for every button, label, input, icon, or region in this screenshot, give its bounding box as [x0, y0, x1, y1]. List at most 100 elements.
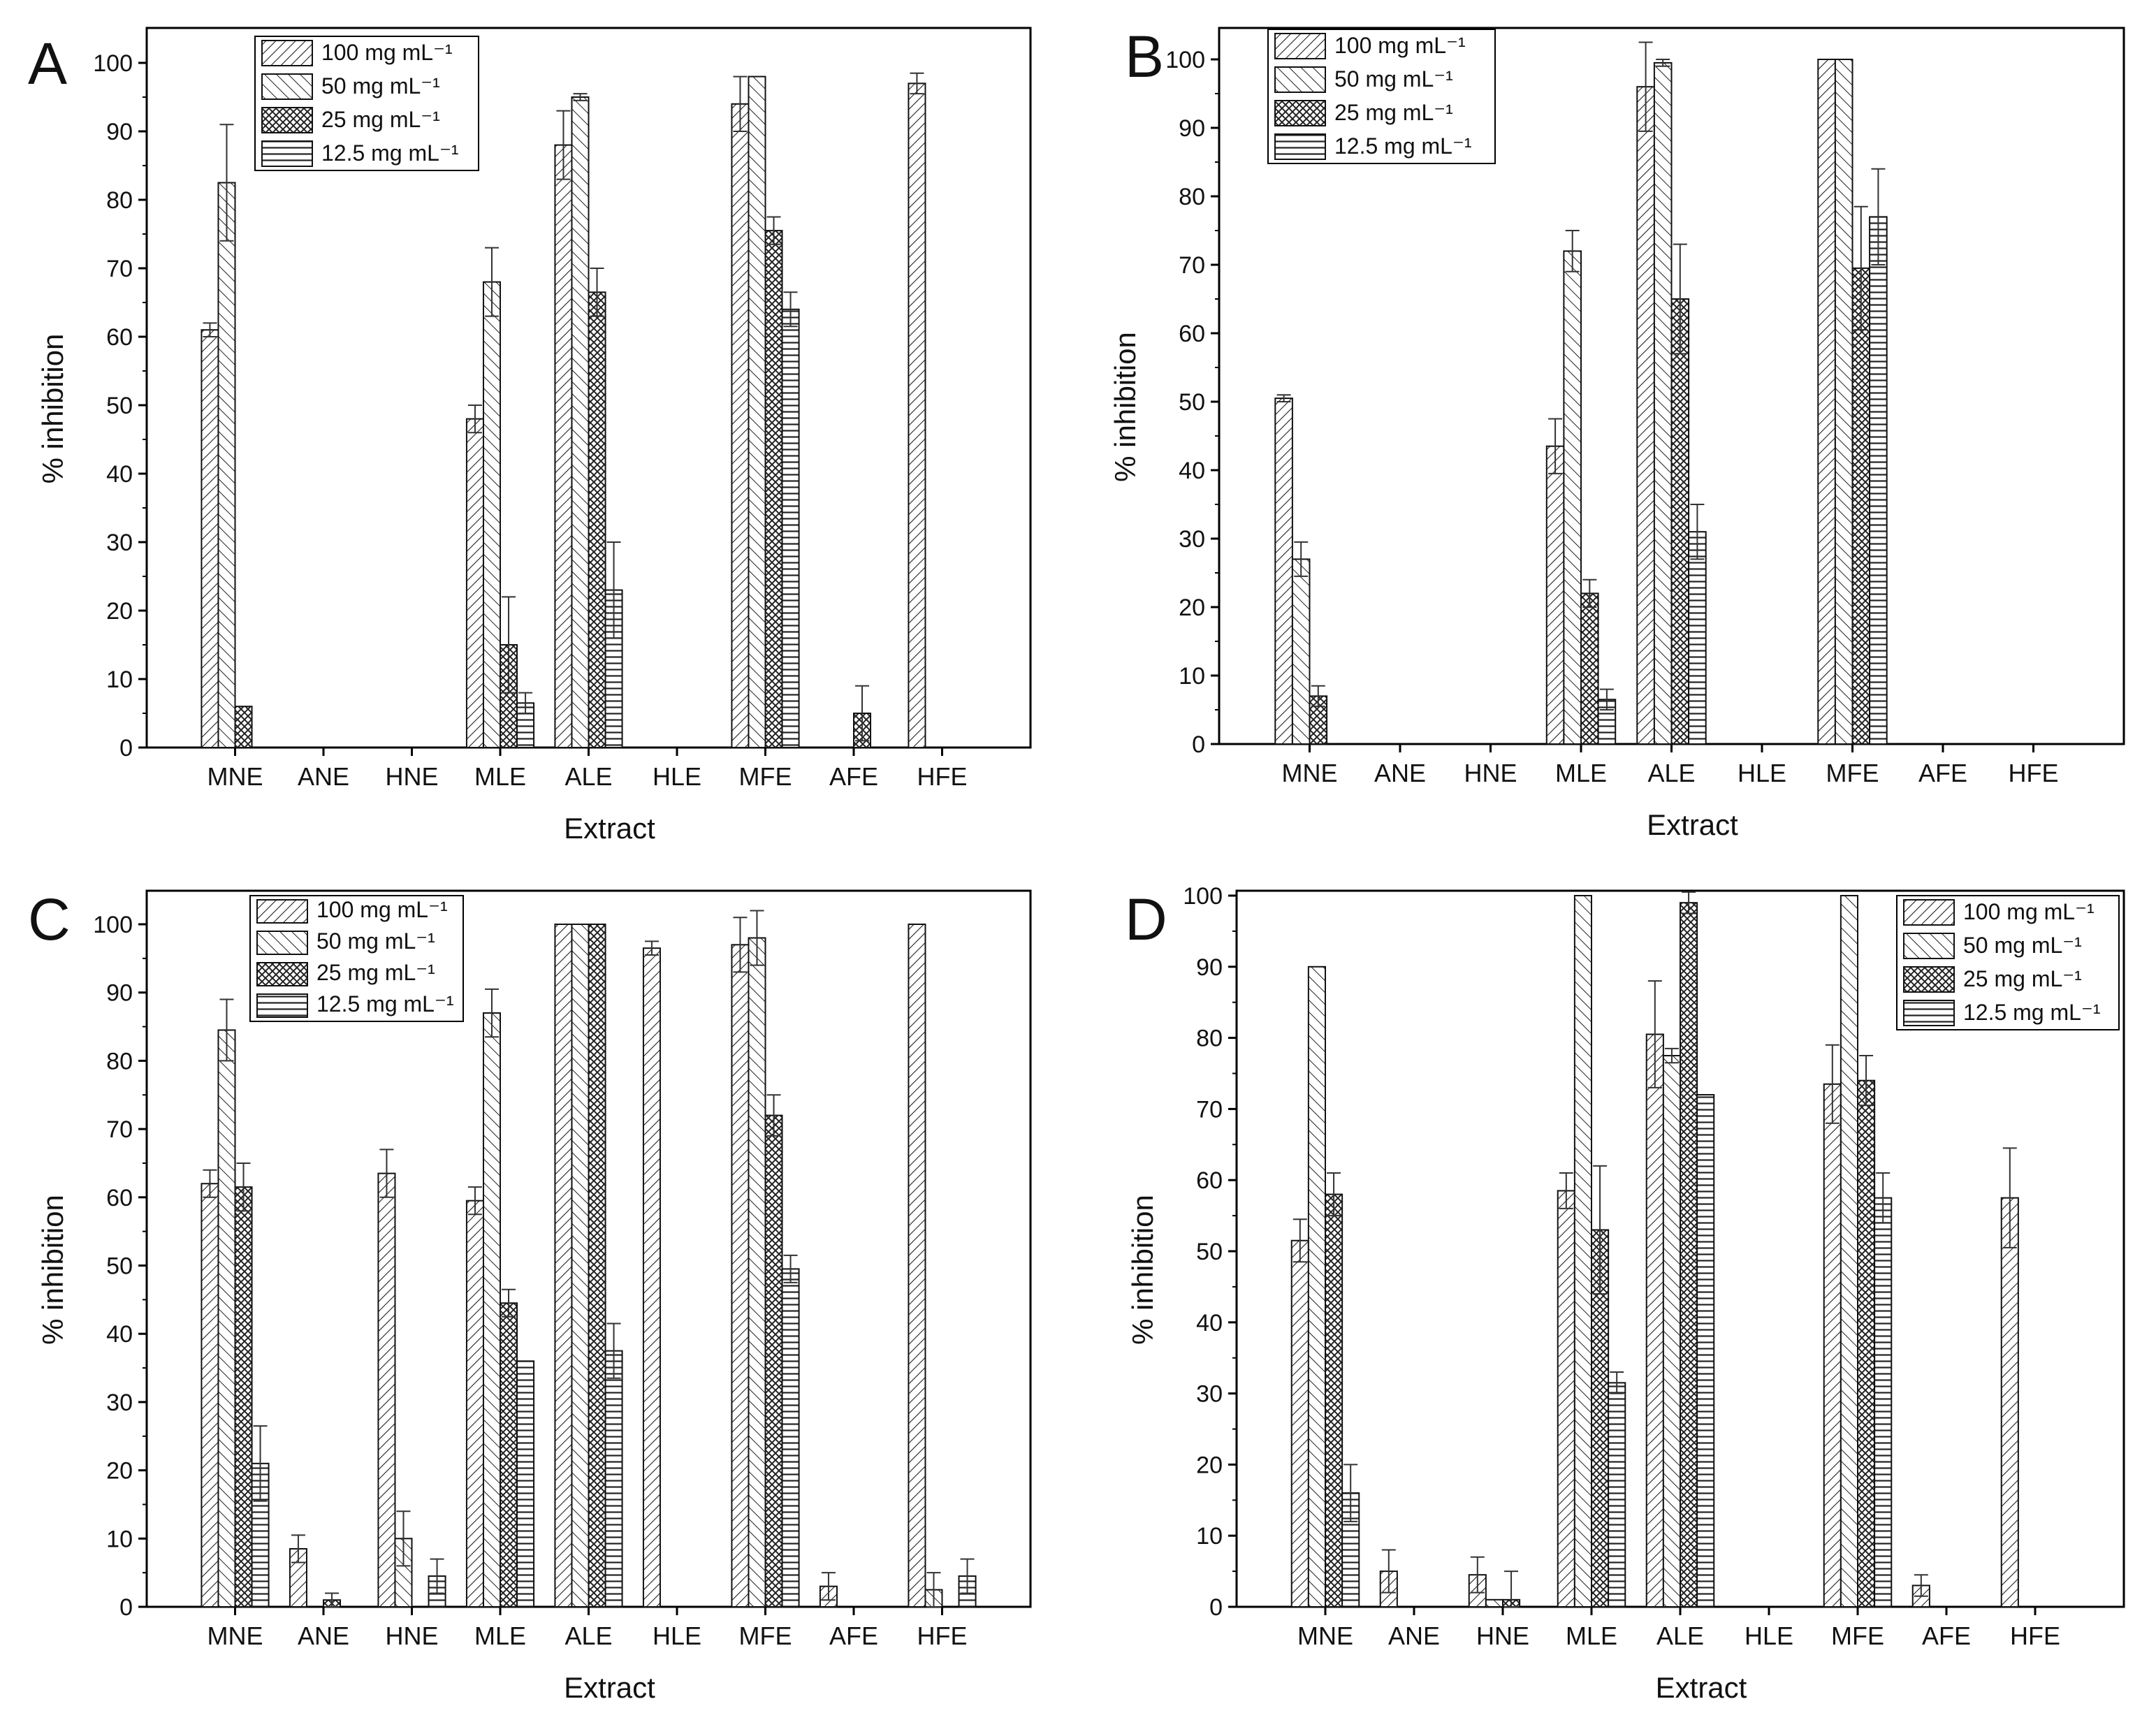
legend-label: 100 mg mL⁻¹: [316, 897, 448, 922]
panel-letter: C: [28, 887, 71, 952]
legend-swatch: [261, 40, 313, 66]
category-label-mle: MLE: [474, 1621, 526, 1650]
legend-swatch: [261, 140, 313, 167]
bar-a-mne-s0: [201, 329, 219, 748]
legend-swatch: [1903, 966, 1955, 993]
legend-label: 25 mg mL⁻¹: [321, 107, 440, 132]
y-tick-label: 90: [1196, 954, 1223, 981]
y-tick-label: 50: [1196, 1239, 1223, 1265]
y-tick-label: 30: [106, 530, 133, 556]
bar-b-mle-s1: [1563, 250, 1582, 745]
panel-letter: D: [1125, 887, 1167, 952]
bar-b-mle-s2: [1580, 592, 1599, 745]
y-tick-label: 60: [1196, 1167, 1223, 1194]
category-label-afe: AFE: [1922, 1621, 1971, 1650]
bar-c-mne-s2: [234, 1186, 253, 1608]
category-label-ale: ALE: [565, 1621, 612, 1650]
category-label-mle: MLE: [474, 762, 526, 791]
legend-label: 12.5 mg mL⁻¹: [316, 991, 454, 1016]
bar-c-mfe-s2: [764, 1114, 783, 1608]
bar-a-mne-s1: [217, 182, 236, 748]
y-tick-label: 10: [1196, 1523, 1223, 1550]
y-axis-title: % inhibition: [1109, 332, 1142, 482]
y-tick-label: 90: [106, 980, 133, 1007]
bar-a-mfe-s3: [781, 308, 800, 748]
bar-c-mle-s0: [465, 1200, 484, 1608]
bar-d-mle-s1: [1573, 895, 1593, 1608]
bar-d-hne-s1: [1485, 1598, 1504, 1608]
panel-b: 0 10 20 30 40 50 60 70 80 90 100 MNE ANE HNE MLE ALE HLE…: [1109, 24, 2125, 841]
y-tick-label: 70: [106, 1116, 133, 1143]
legend-label: 12.5 mg mL⁻¹: [1334, 133, 1472, 159]
category-label-mne: MNE: [1297, 1621, 1353, 1650]
legend-swatch: [256, 931, 308, 955]
y-tick-label: 20: [1179, 595, 1205, 621]
legend-swatch: [261, 107, 313, 133]
category-label-mne: MNE: [1282, 759, 1338, 787]
category-label-hle: HLE: [653, 762, 701, 791]
legend-swatch: [1274, 33, 1326, 59]
category-label-mne: MNE: [207, 762, 263, 791]
y-tick-label: 40: [1179, 458, 1205, 484]
category-label-mle: MLE: [1555, 759, 1607, 787]
bar-d-mfe-s2: [1857, 1079, 1876, 1608]
bar-d-ale-s0: [1645, 1033, 1664, 1608]
y-tick-label: 90: [1179, 115, 1205, 142]
y-tick-label: 50: [106, 393, 133, 419]
category-label-ane: ANE: [298, 762, 349, 791]
legend-swatch: [1903, 899, 1955, 926]
bar-a-mle-s1: [482, 281, 502, 749]
bar-c-mne-s1: [217, 1029, 236, 1608]
bar-c-ale-s0: [554, 924, 573, 1608]
y-tick-label: 60: [106, 324, 133, 351]
bar-c-mfe-s1: [748, 937, 766, 1608]
legend-label: 100 mg mL⁻¹: [1963, 899, 2095, 924]
bar-d-ale-s1: [1662, 1055, 1682, 1608]
legend-swatch: [261, 73, 313, 100]
bar-c-mle-s3: [516, 1360, 535, 1608]
y-tick-label: 70: [106, 256, 133, 282]
legend-label: 12.5 mg mL⁻¹: [321, 140, 459, 166]
x-axis-title: Extract: [564, 1671, 655, 1704]
bar-d-mne-s0: [1290, 1239, 1309, 1608]
legend-swatch: [1903, 933, 1955, 959]
bar-c-mne-s0: [201, 1183, 219, 1608]
bar-d-mne-s2: [1325, 1193, 1343, 1608]
panel-letter: B: [1125, 24, 1164, 89]
category-label-ane: ANE: [1374, 759, 1426, 787]
legend-label: 50 mg mL⁻¹: [321, 73, 440, 99]
category-label-ale: ALE: [565, 762, 612, 791]
bar-a-mle-s0: [465, 418, 484, 748]
bar-a-ale-s1: [571, 96, 590, 748]
y-tick-label: 80: [1196, 1026, 1223, 1052]
bar-d-mle-s0: [1557, 1190, 1575, 1608]
bar-b-mle-s0: [1545, 445, 1565, 745]
y-tick-label: 100: [1183, 883, 1223, 910]
bar-a-ale-s2: [588, 291, 606, 748]
y-tick-label: 100: [93, 50, 133, 77]
panel-letter: A: [28, 31, 67, 96]
category-label-hne: HNE: [385, 762, 438, 791]
legend-label: 50 mg mL⁻¹: [1334, 66, 1453, 92]
category-label-afe: AFE: [1918, 759, 1967, 787]
bar-a-mfe-s1: [748, 75, 766, 749]
panel-c: 0 10 20 30 40 50 60 70 80 90 100 MNE ANE HNE MLE ALE HLE…: [28, 887, 1032, 1704]
category-label-mfe: MFE: [739, 762, 792, 791]
category-label-hle: HLE: [1738, 759, 1786, 787]
category-label-hne: HNE: [1464, 759, 1517, 787]
bar-a-mfe-s0: [731, 103, 750, 749]
y-tick-label: 70: [1196, 1096, 1223, 1123]
category-label-mne: MNE: [207, 1621, 263, 1650]
bar-b-mne-s1: [1291, 558, 1311, 745]
panel-a: 0 10 20 30 40 50 60 70 80 90 100 MNE ANE HNE MLE ALE HLE…: [28, 27, 1032, 845]
y-tick-label: 70: [1179, 252, 1205, 279]
legend-swatch: [256, 899, 308, 924]
bar-c-hle-s0: [642, 947, 661, 1608]
bar-b-ale-s0: [1636, 86, 1655, 745]
bar-c-hfe-s0: [908, 924, 926, 1608]
y-tick-label: 40: [106, 461, 133, 488]
category-label-hle: HLE: [1745, 1621, 1793, 1650]
y-tick-label: 60: [106, 1185, 133, 1211]
category-label-afe: AFE: [829, 762, 878, 791]
